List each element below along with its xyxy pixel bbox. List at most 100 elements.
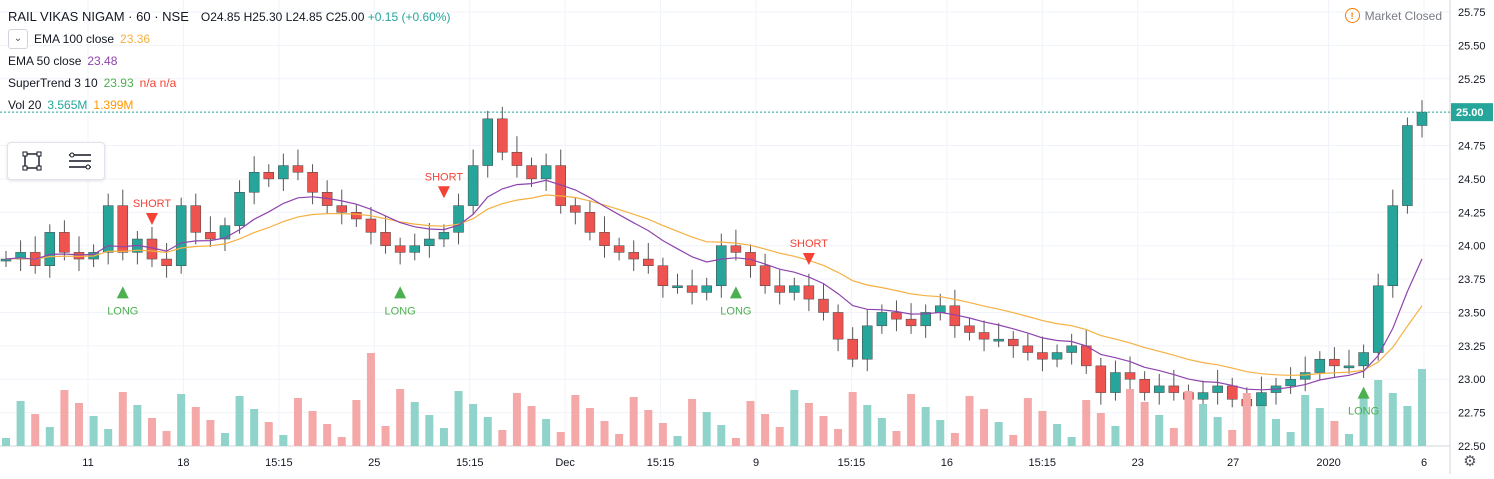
candle-down	[818, 298, 829, 313]
horizontal-lines-icon	[69, 152, 91, 170]
volume-bar	[556, 432, 565, 446]
candle-down	[978, 332, 990, 340]
indicator-ema50[interactable]: EMA 50 close 23.48	[8, 50, 450, 72]
candle-down	[891, 312, 902, 320]
candle-up	[935, 305, 946, 313]
candle-down	[365, 218, 377, 233]
candle-down	[1139, 378, 1150, 393]
candle-down	[351, 212, 362, 220]
candle-down	[964, 325, 975, 333]
candle-down	[161, 258, 172, 266]
volume-bar	[907, 394, 916, 446]
x-tick-label: 23	[1132, 457, 1144, 469]
indicator-supertrend[interactable]: SuperTrend 3 10 23.93 n/a n/a	[8, 72, 450, 94]
last-price-label-bg	[1451, 103, 1493, 122]
candle-down	[307, 171, 318, 193]
collapse-legend-button[interactable]: ⌄	[8, 29, 28, 49]
volume-bar	[1257, 406, 1266, 446]
candle-up	[0, 258, 12, 262]
rectangle-tool-button[interactable]	[18, 147, 46, 175]
candle-down	[643, 258, 654, 266]
candle-down	[511, 151, 523, 166]
last-price-label: 25.00	[1456, 107, 1484, 119]
candle-down	[628, 252, 639, 260]
volume-bar	[1330, 421, 1339, 446]
volume-bar	[950, 433, 959, 446]
volume-bar	[1286, 432, 1295, 446]
x-tick-label: 15:15	[265, 457, 293, 469]
candle-up	[44, 232, 56, 266]
candle-down	[117, 205, 129, 253]
candle-down	[1329, 358, 1340, 367]
volume-bar	[1301, 395, 1310, 446]
short-signal-arrow	[437, 186, 450, 199]
candle-up	[438, 232, 450, 240]
long-signal-label: LONG	[385, 305, 416, 317]
volume-bar	[410, 402, 419, 446]
candle-up	[1256, 392, 1267, 407]
volume-bar	[746, 401, 755, 446]
volume-bar	[863, 405, 872, 446]
indicator-volume[interactable]: Vol 20 3.565M 1.399M	[8, 94, 450, 116]
candle-up	[716, 245, 727, 287]
candle-down	[380, 232, 391, 246]
volume-bar	[1067, 437, 1076, 446]
volume-bar	[264, 422, 273, 446]
volume-bar	[571, 395, 580, 446]
short-signal-label: SHORT	[790, 238, 829, 250]
volume-bar	[1184, 391, 1193, 446]
candle-up	[453, 205, 464, 233]
volume-bar	[16, 401, 25, 446]
y-tick-label: 24.00	[1458, 241, 1486, 253]
volume-bar	[877, 418, 886, 446]
volume-bar	[396, 389, 405, 446]
volume-bar	[1359, 397, 1368, 446]
volume-bar	[1418, 369, 1426, 446]
volume-bar	[352, 400, 361, 446]
ema50-value: 23.48	[87, 54, 118, 68]
long-signal-arrow	[394, 286, 407, 299]
volume-bar	[250, 409, 259, 446]
ema100-value: 23.36	[120, 32, 151, 46]
candle-down	[263, 171, 275, 180]
x-tick-label: 2020	[1316, 457, 1340, 469]
candle-up	[248, 171, 260, 193]
candle-up	[1416, 111, 1428, 126]
indicator-ema100[interactable]: ⌄ EMA 100 close 23.36	[8, 28, 450, 50]
rectangle-icon	[22, 151, 42, 171]
volume-bar	[454, 391, 463, 446]
x-tick-label: 15:15	[838, 457, 866, 469]
y-tick-label: 25.75	[1458, 7, 1486, 19]
volume-bar	[133, 405, 142, 446]
volume-bar	[425, 415, 434, 446]
volume-bar	[1228, 430, 1237, 446]
volume-bar	[1155, 415, 1164, 446]
volume-bar	[1345, 434, 1354, 446]
volume-bar	[1111, 426, 1120, 446]
volume-bar	[1126, 389, 1135, 446]
volume-bar	[980, 409, 989, 446]
lines-tool-button[interactable]	[66, 147, 94, 175]
candle-up	[1153, 385, 1165, 393]
candle-down	[336, 205, 348, 213]
candle-down	[497, 118, 508, 153]
x-tick-label: 15:15	[456, 457, 484, 469]
long-signal-arrow	[116, 286, 129, 299]
candle-down	[526, 165, 537, 180]
candle-down	[803, 285, 815, 300]
volume-bar	[381, 426, 390, 446]
y-tick-label: 25.50	[1458, 40, 1486, 52]
settings-gear-icon[interactable]: ⚙	[1463, 453, 1477, 470]
candle-up	[1299, 372, 1311, 380]
y-tick-label: 23.75	[1458, 274, 1486, 286]
volume-bar	[1242, 393, 1251, 446]
volume-bar	[731, 438, 740, 446]
volume-bar	[1082, 400, 1091, 446]
candle-down	[905, 318, 917, 327]
candle-down	[657, 265, 669, 287]
volume-bar	[1315, 408, 1324, 446]
drawing-toolbar	[7, 142, 105, 180]
short-signal-label: SHORT	[425, 171, 464, 183]
